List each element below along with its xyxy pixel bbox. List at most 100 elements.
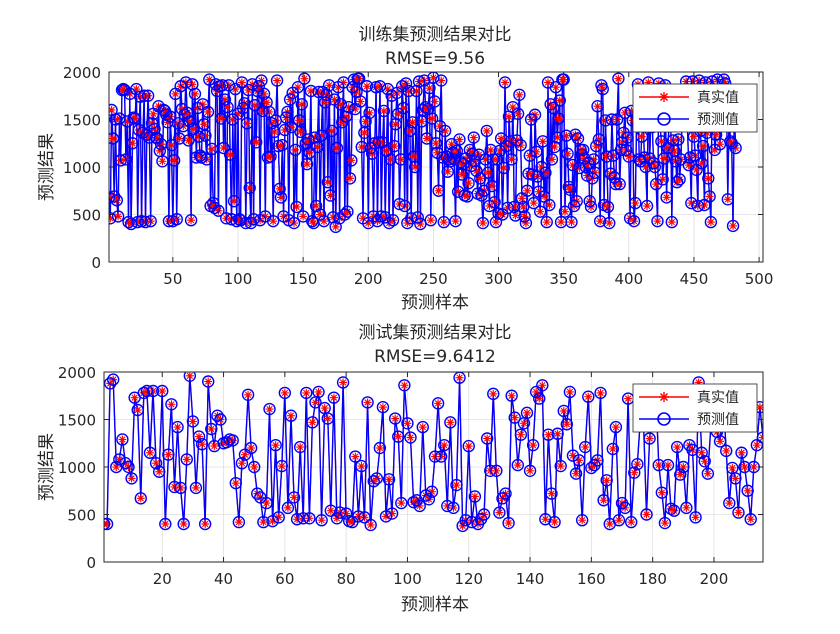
predicted-point bbox=[488, 195, 501, 209]
actual-point bbox=[731, 474, 740, 483]
actual-point bbox=[439, 218, 448, 227]
actual-point bbox=[305, 148, 314, 157]
actual-point bbox=[746, 515, 755, 524]
actual-point bbox=[130, 393, 139, 402]
predicted-point bbox=[729, 141, 742, 155]
predicted-point bbox=[364, 518, 377, 532]
legend-label: 真实值 bbox=[697, 90, 739, 106]
actual-point bbox=[399, 104, 408, 113]
predicted-point bbox=[648, 160, 662, 174]
actual-point bbox=[176, 82, 185, 91]
predicted-point bbox=[358, 511, 371, 524]
actual-point bbox=[397, 499, 406, 508]
x-tick-label: 100 bbox=[224, 270, 253, 288]
predicted-point bbox=[193, 149, 207, 162]
actual-point bbox=[300, 74, 309, 83]
predicted-point bbox=[336, 376, 350, 389]
predicted-point bbox=[199, 129, 212, 142]
actual-point bbox=[313, 143, 322, 152]
predicted-point bbox=[411, 211, 424, 224]
actual-point bbox=[663, 461, 672, 470]
predicted-point bbox=[723, 496, 736, 510]
actual-point bbox=[550, 143, 559, 152]
actual-point bbox=[637, 132, 646, 141]
actual-point bbox=[662, 193, 671, 202]
actual-point bbox=[311, 398, 320, 407]
predicted-point bbox=[553, 94, 566, 107]
predicted-point bbox=[159, 517, 172, 531]
x-tick-label: 250 bbox=[419, 270, 448, 288]
chart-title: 测试集预测结果对比 bbox=[359, 323, 512, 343]
actual-point bbox=[491, 218, 500, 227]
predicted-point bbox=[412, 75, 426, 88]
predicted-point bbox=[487, 387, 500, 401]
predicted-point bbox=[165, 398, 178, 411]
actual-point bbox=[291, 145, 300, 154]
actual-point bbox=[593, 102, 602, 111]
actual-point bbox=[357, 462, 366, 471]
actual-point bbox=[704, 174, 713, 183]
actual-point bbox=[545, 201, 554, 209]
predicted-point bbox=[127, 111, 140, 124]
predicted-point bbox=[652, 458, 665, 472]
predicted-point bbox=[407, 495, 420, 509]
predicted-point bbox=[600, 474, 613, 487]
predicted-point bbox=[334, 98, 348, 111]
predicted-point bbox=[459, 514, 472, 527]
predicted-point bbox=[140, 384, 154, 398]
predicted-point bbox=[523, 149, 537, 162]
predicted-point bbox=[333, 506, 347, 519]
predicted-point bbox=[726, 219, 740, 233]
predicted-point bbox=[591, 454, 604, 467]
predicted-point bbox=[489, 215, 503, 229]
predicted-point bbox=[134, 492, 147, 505]
actual-point bbox=[343, 207, 352, 216]
predicted-point bbox=[339, 507, 353, 520]
actual-point bbox=[541, 168, 550, 177]
y-tick-label: 500 bbox=[72, 207, 101, 225]
predicted-point bbox=[164, 110, 177, 123]
predicted-point bbox=[691, 199, 705, 213]
predicted-point bbox=[289, 143, 302, 157]
actual-point bbox=[204, 377, 213, 386]
predicted-point bbox=[416, 420, 429, 434]
predicted-point bbox=[388, 412, 402, 425]
actual-point bbox=[455, 373, 464, 382]
predicted-point bbox=[457, 157, 470, 171]
actual-point bbox=[297, 100, 306, 109]
x-tick-label: 160 bbox=[577, 570, 606, 588]
actual-point bbox=[262, 499, 271, 508]
y-axis-label: 预测结果 bbox=[37, 433, 57, 501]
actual-point bbox=[654, 461, 663, 470]
predicted-point bbox=[156, 155, 169, 168]
actual-point bbox=[729, 221, 738, 230]
actual-point bbox=[538, 137, 547, 146]
actual-point bbox=[596, 217, 605, 226]
actual-point bbox=[422, 134, 431, 143]
actual-point bbox=[440, 441, 449, 450]
predicted-point bbox=[232, 515, 246, 529]
predicted-point bbox=[655, 486, 669, 499]
actual-point bbox=[596, 388, 605, 397]
predicted-point bbox=[579, 160, 593, 174]
predicted-point bbox=[174, 481, 187, 495]
predicted-point bbox=[618, 106, 632, 120]
actual-point bbox=[346, 174, 355, 183]
predicted-point bbox=[315, 129, 328, 142]
actual-point bbox=[544, 78, 553, 87]
actual-point bbox=[560, 207, 569, 216]
predicted-point bbox=[545, 153, 559, 166]
predicted-point bbox=[549, 80, 563, 94]
y-tick-label: 1000 bbox=[58, 459, 96, 477]
actual-point bbox=[279, 212, 288, 221]
predicted-point bbox=[665, 215, 679, 229]
actual-point bbox=[363, 398, 372, 407]
predicted-point bbox=[109, 132, 120, 145]
predicted-point bbox=[298, 72, 311, 85]
actual-point bbox=[657, 137, 666, 146]
predicted-point bbox=[613, 177, 626, 191]
predicted-point bbox=[721, 193, 735, 206]
predicted-point bbox=[540, 215, 553, 229]
actual-point bbox=[270, 127, 279, 136]
predicted-point bbox=[465, 515, 479, 529]
